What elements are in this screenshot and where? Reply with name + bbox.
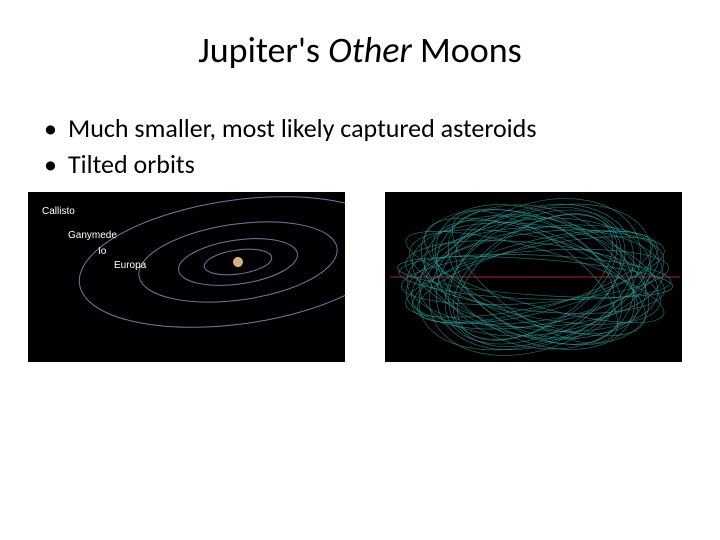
irregular-orbits-figure [385,192,682,362]
title-prefix: Jupiter's [198,28,328,72]
slide-title: Jupiter's Other Moons [0,0,720,92]
title-italic: Other [328,28,412,72]
moon-label-callisto: Callisto [42,206,75,217]
irregular-orbits-svg [385,192,682,362]
moon-label-europa: Europa [114,260,146,271]
bullet-item: Much smaller, most likely captured aster… [44,112,690,146]
galilean-orbits-figure: Callisto Ganymede Io Europa [28,192,345,362]
moon-label-ganymede: Ganymede [68,230,117,241]
figure-row: Callisto Ganymede Io Europa [0,184,720,362]
galilean-orbits-svg [28,192,345,362]
bullet-list: Much smaller, most likely captured aster… [0,92,720,182]
moon-label-io: Io [98,246,106,257]
slide: Jupiter's Other Moons Much smaller, most… [0,0,720,540]
bullet-item: Tilted orbits [44,148,690,182]
title-suffix: Moons [412,28,522,72]
